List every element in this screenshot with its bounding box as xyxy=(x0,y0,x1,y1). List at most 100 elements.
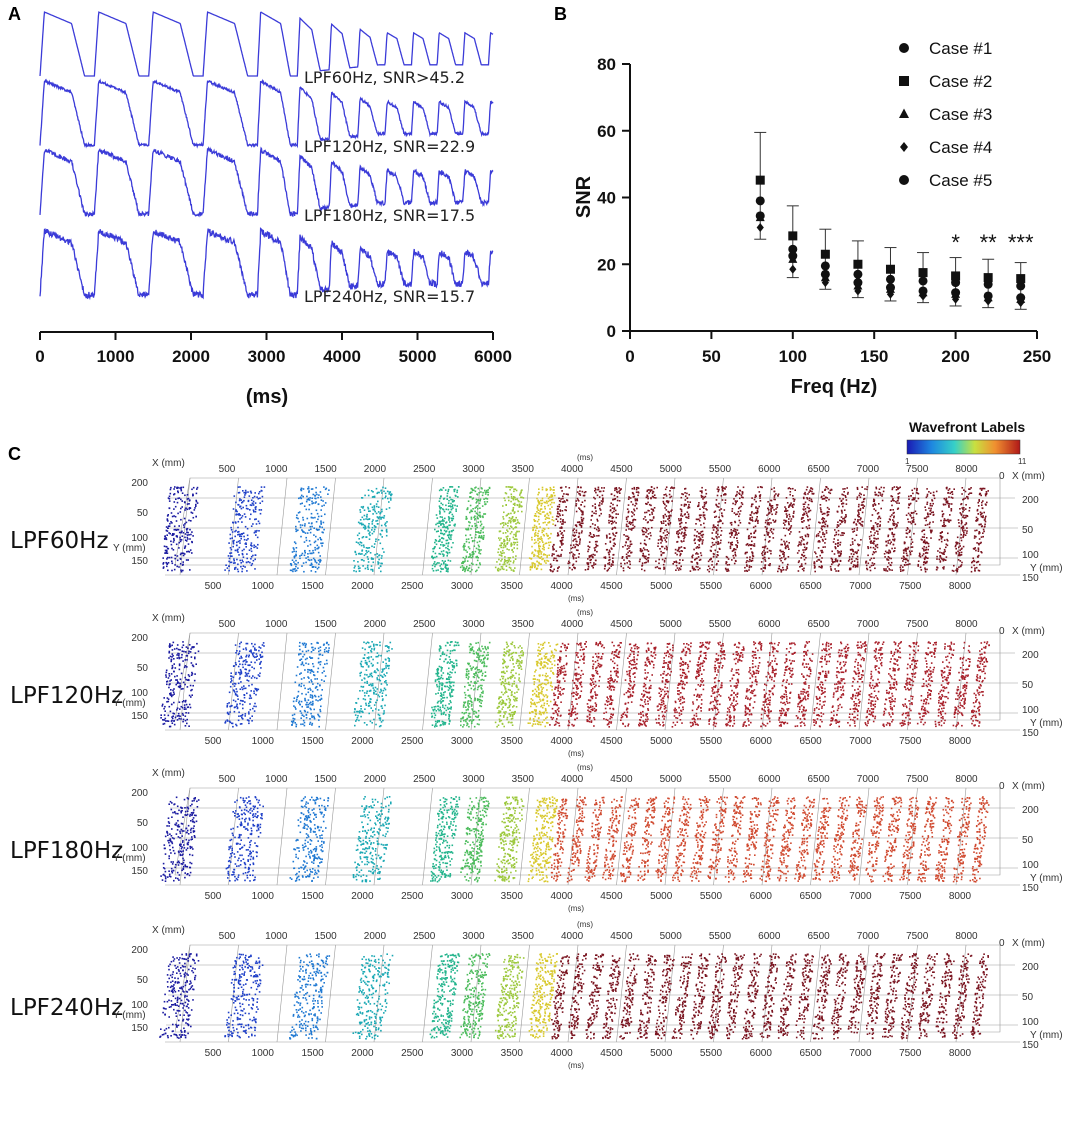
wavefront-dot xyxy=(911,489,913,492)
wavefront-dot xyxy=(567,562,569,565)
wavefront-tail xyxy=(813,486,833,573)
top-tick: 3500 xyxy=(512,619,535,630)
wavefront-dot xyxy=(470,509,472,512)
wavefront-dot xyxy=(191,488,193,491)
wavefront-dot xyxy=(694,529,696,531)
wavefront-dot xyxy=(837,552,839,554)
wavefront-dot xyxy=(372,491,374,493)
wavefront-dot xyxy=(717,489,720,491)
wavefront-dot xyxy=(562,519,564,521)
wavefront-dot xyxy=(700,496,703,498)
wavefront-dot xyxy=(698,518,700,521)
wavefront-dot xyxy=(436,522,439,525)
wavefront-dot xyxy=(256,496,258,498)
wavefront-dot xyxy=(960,527,963,529)
panel-a-traces: LPF60Hz, SNR>45.2 LPF120Hz, SNR=22.9 LPF… xyxy=(35,11,512,408)
wavefront-dot xyxy=(977,547,980,549)
wavefront-dot xyxy=(821,513,824,515)
wavefront-dot xyxy=(721,487,724,490)
wavefront-dot xyxy=(684,529,687,532)
wavefront-dot xyxy=(477,557,479,559)
wavefront-dot xyxy=(163,719,166,721)
wavefront-dot xyxy=(663,494,665,496)
wavefront-dot xyxy=(773,494,776,497)
wavefront-dot xyxy=(181,492,184,494)
wavefront-dot xyxy=(885,540,887,543)
wavefront-dot xyxy=(308,529,310,531)
wavefront-dot xyxy=(598,504,601,506)
axis-y-label-left: Y (mm) xyxy=(113,543,146,554)
wavefront-dot xyxy=(798,531,801,533)
wavefront-dot xyxy=(980,515,983,518)
wavefront-dot xyxy=(730,533,733,535)
wavefront-dot xyxy=(563,493,565,495)
wavefront-dot xyxy=(242,556,245,558)
wavefront-dot xyxy=(719,548,721,550)
wavefront-dot xyxy=(230,526,232,529)
wavefront-dot xyxy=(686,492,688,495)
wavefront-dot xyxy=(443,529,446,532)
wavefront-dot xyxy=(769,529,772,532)
wavefront-dot xyxy=(357,521,360,524)
legend-label-2: Case #2 xyxy=(929,72,992,91)
wavefront-dot xyxy=(860,539,862,541)
wavefront-dot xyxy=(913,532,915,535)
wavefront-dot xyxy=(381,516,384,519)
wavefront-dot xyxy=(553,553,555,556)
wavefront-dot xyxy=(444,563,447,566)
wavefront-dot xyxy=(854,539,856,542)
wavefront-dot xyxy=(836,510,839,513)
wavefront-dot xyxy=(806,486,809,488)
wavefront-dot xyxy=(805,535,807,538)
wavefront-dot xyxy=(451,486,454,488)
wavefront-dot xyxy=(608,537,611,539)
wavefront-dot xyxy=(842,505,844,508)
wavefront-dot xyxy=(503,552,505,554)
wavefront-dot xyxy=(941,531,943,533)
wavefront-dot xyxy=(561,539,564,541)
wavefront-dot xyxy=(876,523,878,526)
wavefront-dot xyxy=(874,548,876,550)
wavefront-dot xyxy=(775,504,778,506)
wavefront-dot xyxy=(727,541,730,544)
wavefront-dot xyxy=(664,507,666,509)
wavefront-dot xyxy=(876,512,879,515)
wavefront-dot xyxy=(965,523,968,525)
wavefront-dot xyxy=(439,497,441,500)
wavefront-dot xyxy=(910,495,912,497)
wavefront-dot xyxy=(509,560,512,563)
wavefront-dot xyxy=(580,486,582,489)
wavefront-dot xyxy=(648,492,650,494)
wavefront-dot xyxy=(316,529,318,531)
top-tick: 4000 xyxy=(561,619,584,630)
wavefront-dot xyxy=(901,557,903,560)
wavefront-dot xyxy=(629,523,632,526)
wavefront-dot xyxy=(176,647,178,650)
wavefront-dot xyxy=(323,528,325,531)
wavefront-dot xyxy=(941,558,943,561)
wavefront-dot xyxy=(603,567,606,570)
wavefront-dot xyxy=(765,528,768,531)
wavefront-dot xyxy=(641,555,644,557)
wavefront-dot xyxy=(780,538,783,541)
wavefront-dot xyxy=(446,492,449,495)
wavefront-dot xyxy=(183,650,185,653)
wavefront-dot xyxy=(925,519,927,522)
wavefront-dot xyxy=(552,548,554,551)
wavefront-dot xyxy=(667,518,669,520)
wavefront-dot xyxy=(665,509,668,511)
wavefront-tail xyxy=(777,487,796,573)
wavefront-dot xyxy=(510,493,513,496)
wavefront-dot xyxy=(473,516,475,519)
wavefront-dot xyxy=(514,558,517,560)
wavefront-dot xyxy=(824,542,826,544)
wavefront-dot xyxy=(577,486,579,489)
wavefront-dot xyxy=(726,556,729,559)
grid-line xyxy=(810,632,821,731)
bottom-tick: 6000 xyxy=(750,736,773,747)
wavefront-dot xyxy=(182,563,184,566)
top-tick: 1000 xyxy=(265,619,288,630)
wavefront-dot xyxy=(771,513,773,516)
wavefront-dot xyxy=(717,533,719,536)
wavefront-dot xyxy=(367,530,370,532)
